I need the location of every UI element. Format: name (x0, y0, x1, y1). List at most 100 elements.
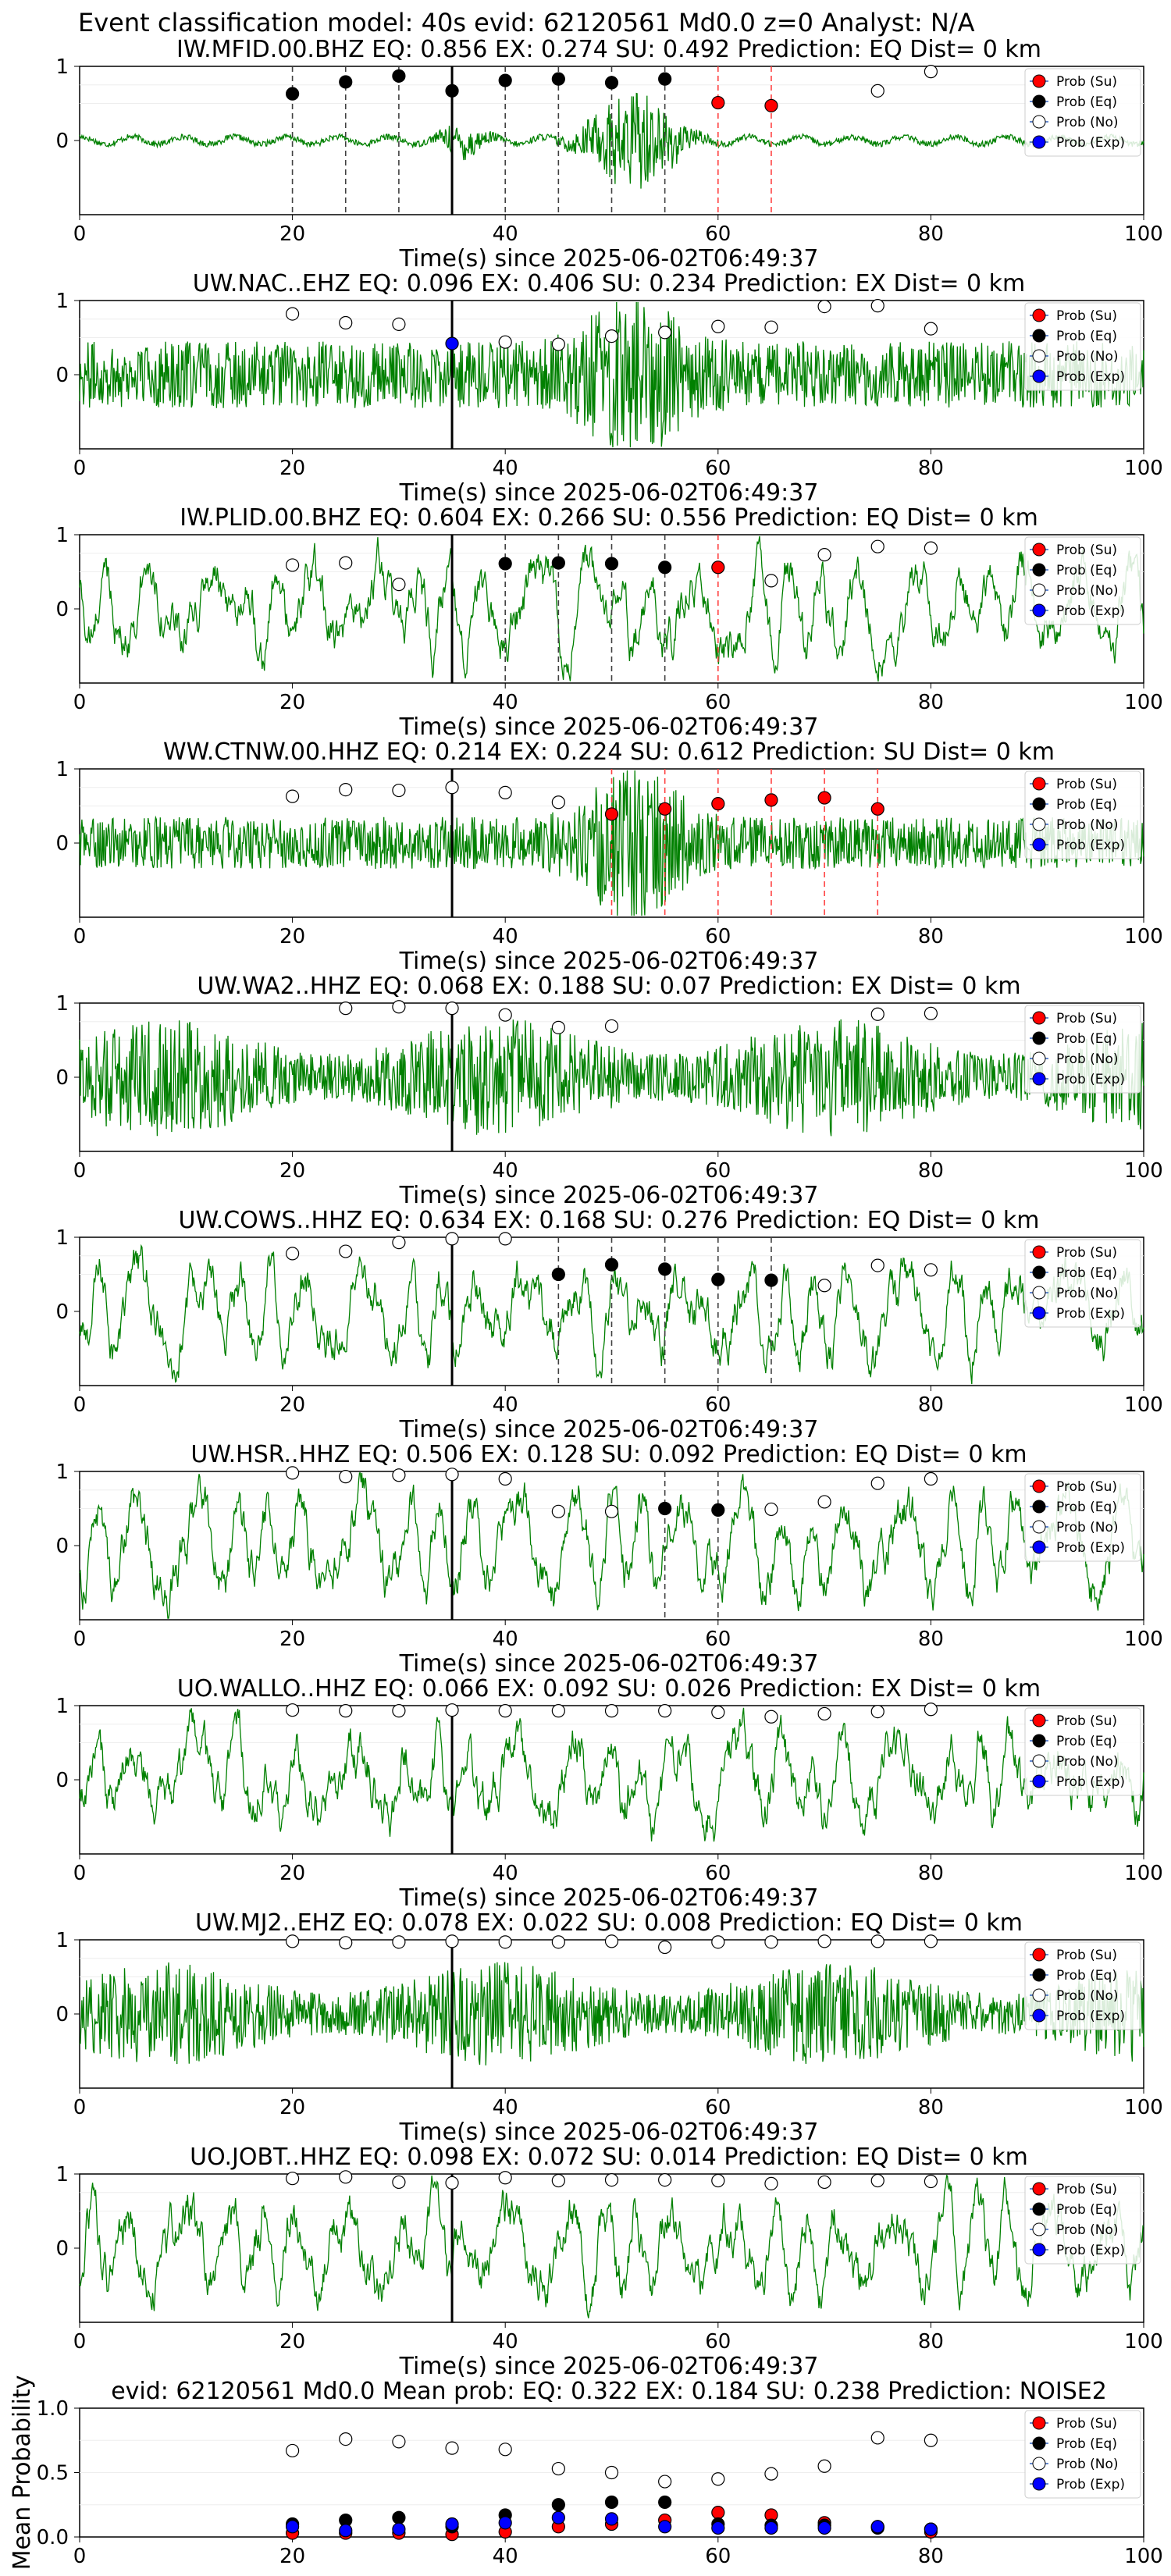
legend-marker-no (1032, 349, 1046, 363)
legend-box (1024, 68, 1141, 157)
x-axis-label: Time(s) since 2025-06-02T06:49:37 (399, 1416, 819, 1443)
legend-label: Prob (Exp) (1056, 135, 1125, 151)
x-tick-label: 100 (1124, 2096, 1163, 2119)
legend-box (1024, 770, 1141, 859)
legend-label: Prob (No) (1056, 115, 1119, 130)
x-tick-label: 20 (279, 222, 305, 246)
panel-9: UW.MJ2..EHZ EQ: 0.078 EX: 0.022 SU: 0.00… (55, 1909, 1163, 2146)
legend-marker-no (1032, 1286, 1046, 1300)
x-tick-label: 60 (705, 457, 731, 480)
x-tick-label: 0 (73, 1628, 87, 1651)
prob-point-no (286, 558, 300, 572)
panel-title: UW.WA2..HHZ EQ: 0.068 EX: 0.188 SU: 0.07… (197, 973, 1020, 1000)
waveform-trace (79, 92, 1144, 189)
x-tick-label: 100 (1124, 2330, 1163, 2354)
prob-point-no (392, 578, 406, 592)
x-tick-label: 80 (918, 2096, 944, 2119)
y-tick-label: 0 (55, 598, 69, 621)
legend-marker-su (1032, 74, 1046, 88)
x-axis-label: Time(s) since 2025-06-02T06:49:37 (399, 1884, 819, 1912)
legend-marker-su (1032, 2416, 1046, 2430)
legend-marker-su (1032, 1713, 1046, 1727)
prob-point-no (339, 315, 353, 330)
x-tick-label: 0 (73, 457, 87, 480)
legend-label: Prob (Su) (1056, 1011, 1117, 1026)
mean-prob-point-no (392, 2435, 406, 2449)
prob-point-no (817, 1495, 831, 1509)
x-tick-label: 40 (493, 457, 518, 480)
prob-point-eq (658, 560, 672, 575)
prob-point-su (764, 793, 778, 807)
legend-marker-no (1032, 2222, 1046, 2236)
prob-point-no (604, 329, 619, 343)
legend-label: Prob (Su) (1056, 543, 1117, 558)
prob-point-no (339, 1936, 353, 1950)
x-tick-label: 100 (1124, 457, 1163, 480)
prob-point-no (445, 1002, 459, 1016)
legend-marker-eq (1032, 94, 1046, 109)
prob-point-no (392, 317, 406, 331)
x-tick-label: 100 (1124, 1862, 1163, 1885)
legend-marker-exp (1032, 1540, 1046, 1554)
x-tick-label: 40 (493, 1393, 518, 1417)
x-tick-label: 0 (73, 1159, 87, 1183)
mean-prob-point-exp (551, 2510, 565, 2524)
prob-point-no (711, 319, 725, 333)
prob-point-su (604, 807, 619, 821)
mean-prob-point-exp (764, 2521, 778, 2535)
prob-point-eq (658, 1501, 672, 1516)
waveform-trace (79, 1707, 1144, 1842)
prob-point-no (604, 1504, 619, 1518)
prob-point-no (658, 1704, 672, 1718)
prob-point-no (870, 2173, 884, 2188)
x-tick-label: 40 (493, 2545, 518, 2568)
prob-point-no (551, 2173, 565, 2188)
x-tick-label: 0 (73, 1393, 87, 1417)
y-tick-label: 1 (55, 290, 69, 313)
legend-label: Prob (Su) (1056, 2182, 1117, 2197)
panel-title: IW.PLID.00.BHZ EQ: 0.604 EX: 0.266 SU: 0… (180, 504, 1038, 532)
prob-point-eq (445, 84, 459, 98)
panel-4: WW.CTNW.00.HHZ EQ: 0.214 EX: 0.224 SU: 0… (55, 738, 1162, 975)
legend-marker-no (1032, 115, 1046, 129)
x-tick-label: 20 (279, 691, 305, 714)
x-tick-label: 60 (705, 2096, 731, 2119)
mean-prob-point-exp (658, 2520, 672, 2534)
legend-marker-su (1032, 1479, 1046, 1493)
prob-point-no (604, 1704, 619, 1718)
prob-point-su (711, 797, 725, 811)
panel-8: UO.WALLO..HHZ EQ: 0.066 EX: 0.092 SU: 0.… (55, 1675, 1163, 1912)
prob-point-no (339, 2170, 353, 2184)
legend-label: Prob (Eq) (1056, 1500, 1117, 1515)
mean-prob-point-eq (392, 2510, 406, 2524)
waveform-trace (79, 2174, 1144, 2318)
x-tick-label: 60 (705, 222, 731, 246)
legend-box (1024, 1473, 1141, 1562)
legend-label: Prob (Exp) (1056, 1072, 1125, 1087)
legend-label: Prob (No) (1056, 1286, 1119, 1301)
mean-prob-point-no (604, 2465, 619, 2480)
legend-marker-eq (1032, 1500, 1046, 1514)
legend-label: Prob (Eq) (1056, 797, 1117, 813)
panel-title: UW.NAC..EHZ EQ: 0.096 EX: 0.406 SU: 0.23… (193, 270, 1025, 297)
prob-point-no (551, 1935, 565, 1949)
x-axis-label: Time(s) since 2025-06-02T06:49:37 (399, 713, 819, 741)
mean-prob-point-exp (498, 2516, 512, 2530)
legend-marker-exp (1032, 1306, 1046, 1320)
mean-prob-point-su (711, 2506, 725, 2520)
panel-2: UW.NAC..EHZ EQ: 0.096 EX: 0.406 SU: 0.23… (55, 270, 1163, 507)
mean-prob-point-exp (817, 2521, 831, 2535)
prob-point-no (764, 574, 778, 588)
y-tick-label: 1 (55, 2163, 69, 2186)
mean-prob-point-no (286, 2443, 300, 2458)
prob-point-no (817, 548, 831, 562)
legend-marker-su (1032, 1245, 1046, 1259)
prob-point-no (498, 785, 512, 800)
prob-point-no (392, 1236, 406, 1250)
mean-prob-point-no (658, 2475, 672, 2489)
legend-label: Prob (Eq) (1056, 94, 1117, 110)
mean-prob-point-exp (339, 2524, 353, 2538)
y-tick-label: 0 (55, 2237, 69, 2261)
x-tick-label: 100 (1124, 1159, 1163, 1183)
